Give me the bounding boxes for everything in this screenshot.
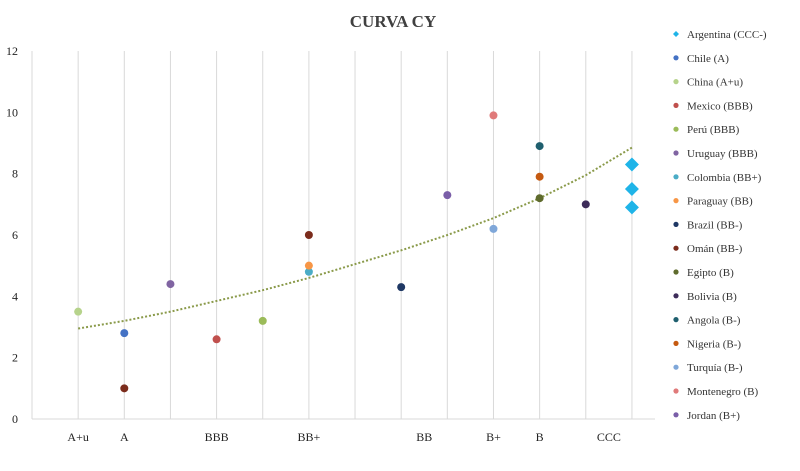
point-colombia-bb: [304, 267, 313, 276]
x-tick-label: A+u: [67, 430, 88, 444]
chart-title: CURVA CY: [350, 12, 436, 31]
legend-label: Paraguay (BB): [687, 196, 753, 208]
legend-label: Perú (BBB): [687, 124, 740, 136]
point-argentina-ccc: [624, 157, 639, 172]
legend-label: Nigeria (B-): [687, 338, 741, 350]
x-tick-label: BB+: [297, 430, 320, 444]
point-egipto-b: [535, 194, 544, 203]
legend-marker: [673, 317, 679, 323]
point-china-a-u: [74, 307, 83, 316]
point-nigeria-b: [535, 172, 544, 181]
y-axis-ticks: 0 2 4 6 8 10 12: [6, 44, 18, 426]
legend-marker: [673, 293, 679, 299]
legend-marker: [673, 198, 679, 204]
legend-marker: [673, 102, 679, 108]
point-argentina-ccc: [624, 182, 639, 196]
x-axis-ticks: A+u A BBB BB+ BB B+ B CCC: [67, 430, 620, 444]
legend-marker: [673, 245, 679, 251]
legend-marker: [673, 55, 679, 61]
points-layer: [74, 111, 639, 393]
point-turquia-b: [489, 224, 498, 233]
legend-marker: [673, 150, 679, 156]
x-tick-label: BB: [416, 430, 432, 444]
legend-label: Turquía (B-): [687, 362, 743, 374]
y-tick-label: 4: [12, 289, 18, 303]
y-tick-label: 10: [6, 105, 18, 119]
legend-label: Omán (BB-): [687, 243, 743, 255]
legend-marker: [673, 221, 679, 227]
y-tick-label: 8: [12, 167, 18, 181]
legend-marker: [673, 174, 679, 180]
legend-label: Brazil (BB-): [687, 219, 743, 231]
point-mexico-bbb: [212, 335, 221, 344]
legend-label: China (A+u): [687, 77, 743, 89]
legend-label: Egipto (B): [687, 267, 734, 279]
point-oman-bb: [304, 231, 313, 239]
legend-marker: [673, 412, 679, 418]
point-bolivia-b: [581, 200, 590, 209]
legend-label: Mexico (BBB): [687, 100, 753, 112]
legend-marker: [673, 388, 679, 394]
legend-label: Angola (B-): [687, 315, 741, 327]
legend-label: Chile (A): [687, 53, 729, 65]
legend-marker: [673, 31, 679, 37]
legend-marker: [673, 364, 679, 370]
legend-label: Colombia (BB+): [687, 172, 762, 184]
legend-marker: [673, 340, 679, 346]
legend-label: Bolivia (B): [687, 291, 737, 303]
point-jordan-b: [443, 191, 452, 200]
legend: Argentina (CCC-) Chile (A) China (A+u) Mexi…: [673, 29, 767, 422]
y-tick-label: 0: [12, 412, 18, 426]
legend-label: Argentina (CCC-): [687, 29, 767, 41]
x-tick-label: BBB: [205, 430, 229, 444]
legend-marker: [673, 79, 679, 85]
y-tick-label: 6: [12, 228, 18, 242]
point-paraguay-bb: [304, 261, 313, 270]
legend-label: Jordan (B+): [687, 410, 740, 422]
legend-marker: [673, 126, 679, 132]
point-oman-bb: [120, 384, 129, 393]
point-montenegro-b: [489, 111, 498, 120]
point-peru-bbb: [258, 316, 267, 325]
point-brazil-bb: [397, 283, 406, 292]
point-chile-a: [120, 329, 129, 338]
x-tick-label: CCC: [597, 430, 621, 444]
x-tick-label: B+: [486, 430, 501, 444]
y-tick-label: 2: [12, 351, 18, 365]
x-tick-label: B: [536, 430, 544, 444]
point-argentina-ccc: [624, 200, 639, 215]
x-tick-label: A: [120, 430, 129, 444]
legend-marker: [673, 269, 679, 275]
legend-label: Montenegro (B): [687, 386, 759, 398]
legend-label: Uruguay (BBB): [687, 148, 758, 160]
y-tick-label: 12: [6, 44, 18, 58]
point-uruguay-bbb: [166, 280, 175, 289]
grid-layer: [31, 51, 655, 420]
point-angola-b: [535, 142, 544, 151]
